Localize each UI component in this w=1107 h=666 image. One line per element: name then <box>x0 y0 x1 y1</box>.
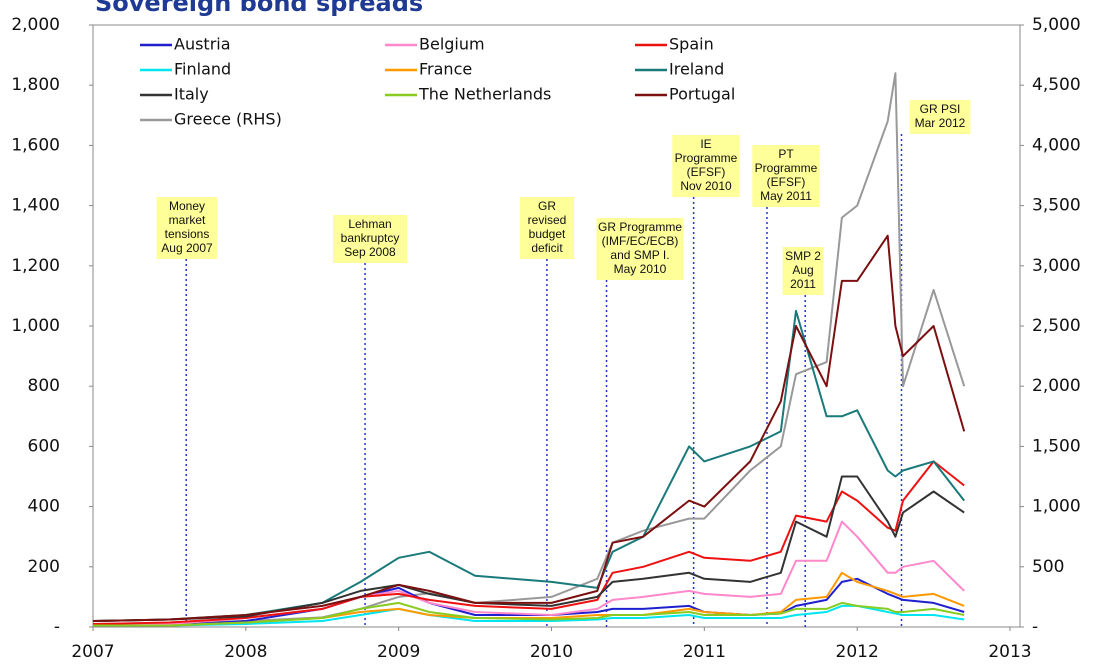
y2-tick-label: 3,500 <box>1032 196 1081 216</box>
annotation-text: GR <box>538 199 556 213</box>
y-tick-label: 1,000 <box>11 316 60 336</box>
y-tick-label: 1,800 <box>11 75 60 95</box>
annotation-text: budget <box>529 227 566 241</box>
series-line <box>92 309 965 622</box>
annotation-text: (EFSF) <box>767 175 806 189</box>
y2-tick-label: 4,500 <box>1032 75 1081 95</box>
annotation-text: SMP 2 <box>785 249 821 263</box>
annotation-text: Sep 2008 <box>344 245 396 259</box>
annotation-box <box>156 197 218 259</box>
annotation-text: and SMP I. <box>610 248 669 262</box>
annotation-text: PT <box>778 147 794 161</box>
y-tick-label: 600 <box>28 436 60 456</box>
series-line <box>93 604 965 627</box>
series-line <box>92 475 965 622</box>
annotation-text: bankruptcy <box>341 231 400 245</box>
annotation-text: Programme <box>675 151 738 165</box>
legend-label: Ireland <box>669 60 724 79</box>
y-tick-label: 1,600 <box>11 135 60 155</box>
y2-tick-label: 3,000 <box>1032 256 1081 276</box>
legend-label: Austria <box>174 35 231 54</box>
annotation-text: market <box>169 213 206 227</box>
y2-tick-label: 1,000 <box>1032 497 1081 517</box>
annotation-text: (EFSF) <box>687 165 726 179</box>
annotation-text: Mar 2012 <box>915 116 966 130</box>
y2-tick-label: 4,000 <box>1032 135 1081 155</box>
y-tick-label: 2,000 <box>11 15 60 35</box>
legend-label: Spain <box>669 35 714 54</box>
annotation-text: deficit <box>531 241 563 255</box>
legend-label: Belgium <box>419 35 485 54</box>
y-tick-label: 200 <box>28 557 60 577</box>
annotation-text: (IMF/EC/ECB) <box>602 234 679 248</box>
y-tick-label: 400 <box>28 497 60 517</box>
annotation-text: Aug 2007 <box>161 241 213 255</box>
annotation-text: 2011 <box>790 277 816 291</box>
y-tick-label: 1,400 <box>11 196 60 216</box>
x-tick-label: 2011 <box>683 642 726 662</box>
annotation-text: Programme <box>755 161 818 175</box>
annotation-text: Lehman <box>348 217 391 231</box>
annotation-text: May 2010 <box>614 262 667 276</box>
annotation-box <box>752 145 820 207</box>
y2-tick-label: 1,500 <box>1032 436 1081 456</box>
legend-label: The Netherlands <box>418 85 551 104</box>
annotation-box <box>333 215 407 263</box>
annotation-text: Nov 2010 <box>680 179 732 193</box>
series-line <box>93 571 965 627</box>
annotation-box <box>596 218 684 280</box>
y2-tick-label: 5,000 <box>1032 15 1081 35</box>
x-tick-label: 2010 <box>530 642 573 662</box>
series-line <box>92 234 966 622</box>
y-tick-label: 1,200 <box>11 256 60 276</box>
annotation-text: GR Programme <box>598 220 682 234</box>
x-tick-label: 2013 <box>988 642 1031 662</box>
chart-title: Sovereign bond spreads <box>95 0 423 17</box>
x-tick-label: 2009 <box>377 642 420 662</box>
y2-tick-label: - <box>1032 617 1038 637</box>
x-tick-label: 2007 <box>71 642 114 662</box>
annotation-text: GR PSI <box>920 102 961 116</box>
legend-label: Finland <box>174 60 231 79</box>
annotation-box <box>909 100 971 134</box>
y-tick-label: 800 <box>28 376 60 396</box>
legend-label: Italy <box>174 85 209 104</box>
legend-label: France <box>419 60 472 79</box>
x-tick-label: 2008 <box>224 642 267 662</box>
annotation-box <box>672 135 740 197</box>
y2-tick-label: 2,000 <box>1032 376 1081 396</box>
annotation-text: Aug <box>792 263 813 277</box>
y-tick-label: - <box>54 617 60 637</box>
annotation-text: May 2011 <box>760 189 812 203</box>
annotation-box <box>519 197 575 259</box>
annotation-text: revised <box>528 213 567 227</box>
annotation-text: IE <box>700 137 711 151</box>
y2-tick-label: 500 <box>1032 557 1064 577</box>
annotation-text: tensions <box>165 227 210 241</box>
y2-tick-label: 2,500 <box>1032 316 1081 336</box>
x-tick-label: 2012 <box>836 642 879 662</box>
annotation-box <box>782 247 824 295</box>
series-line <box>93 601 965 627</box>
legend-label: Greece (RHS) <box>174 110 282 129</box>
annotation-text: Money <box>169 199 205 213</box>
legend-label: Portugal <box>669 85 735 104</box>
